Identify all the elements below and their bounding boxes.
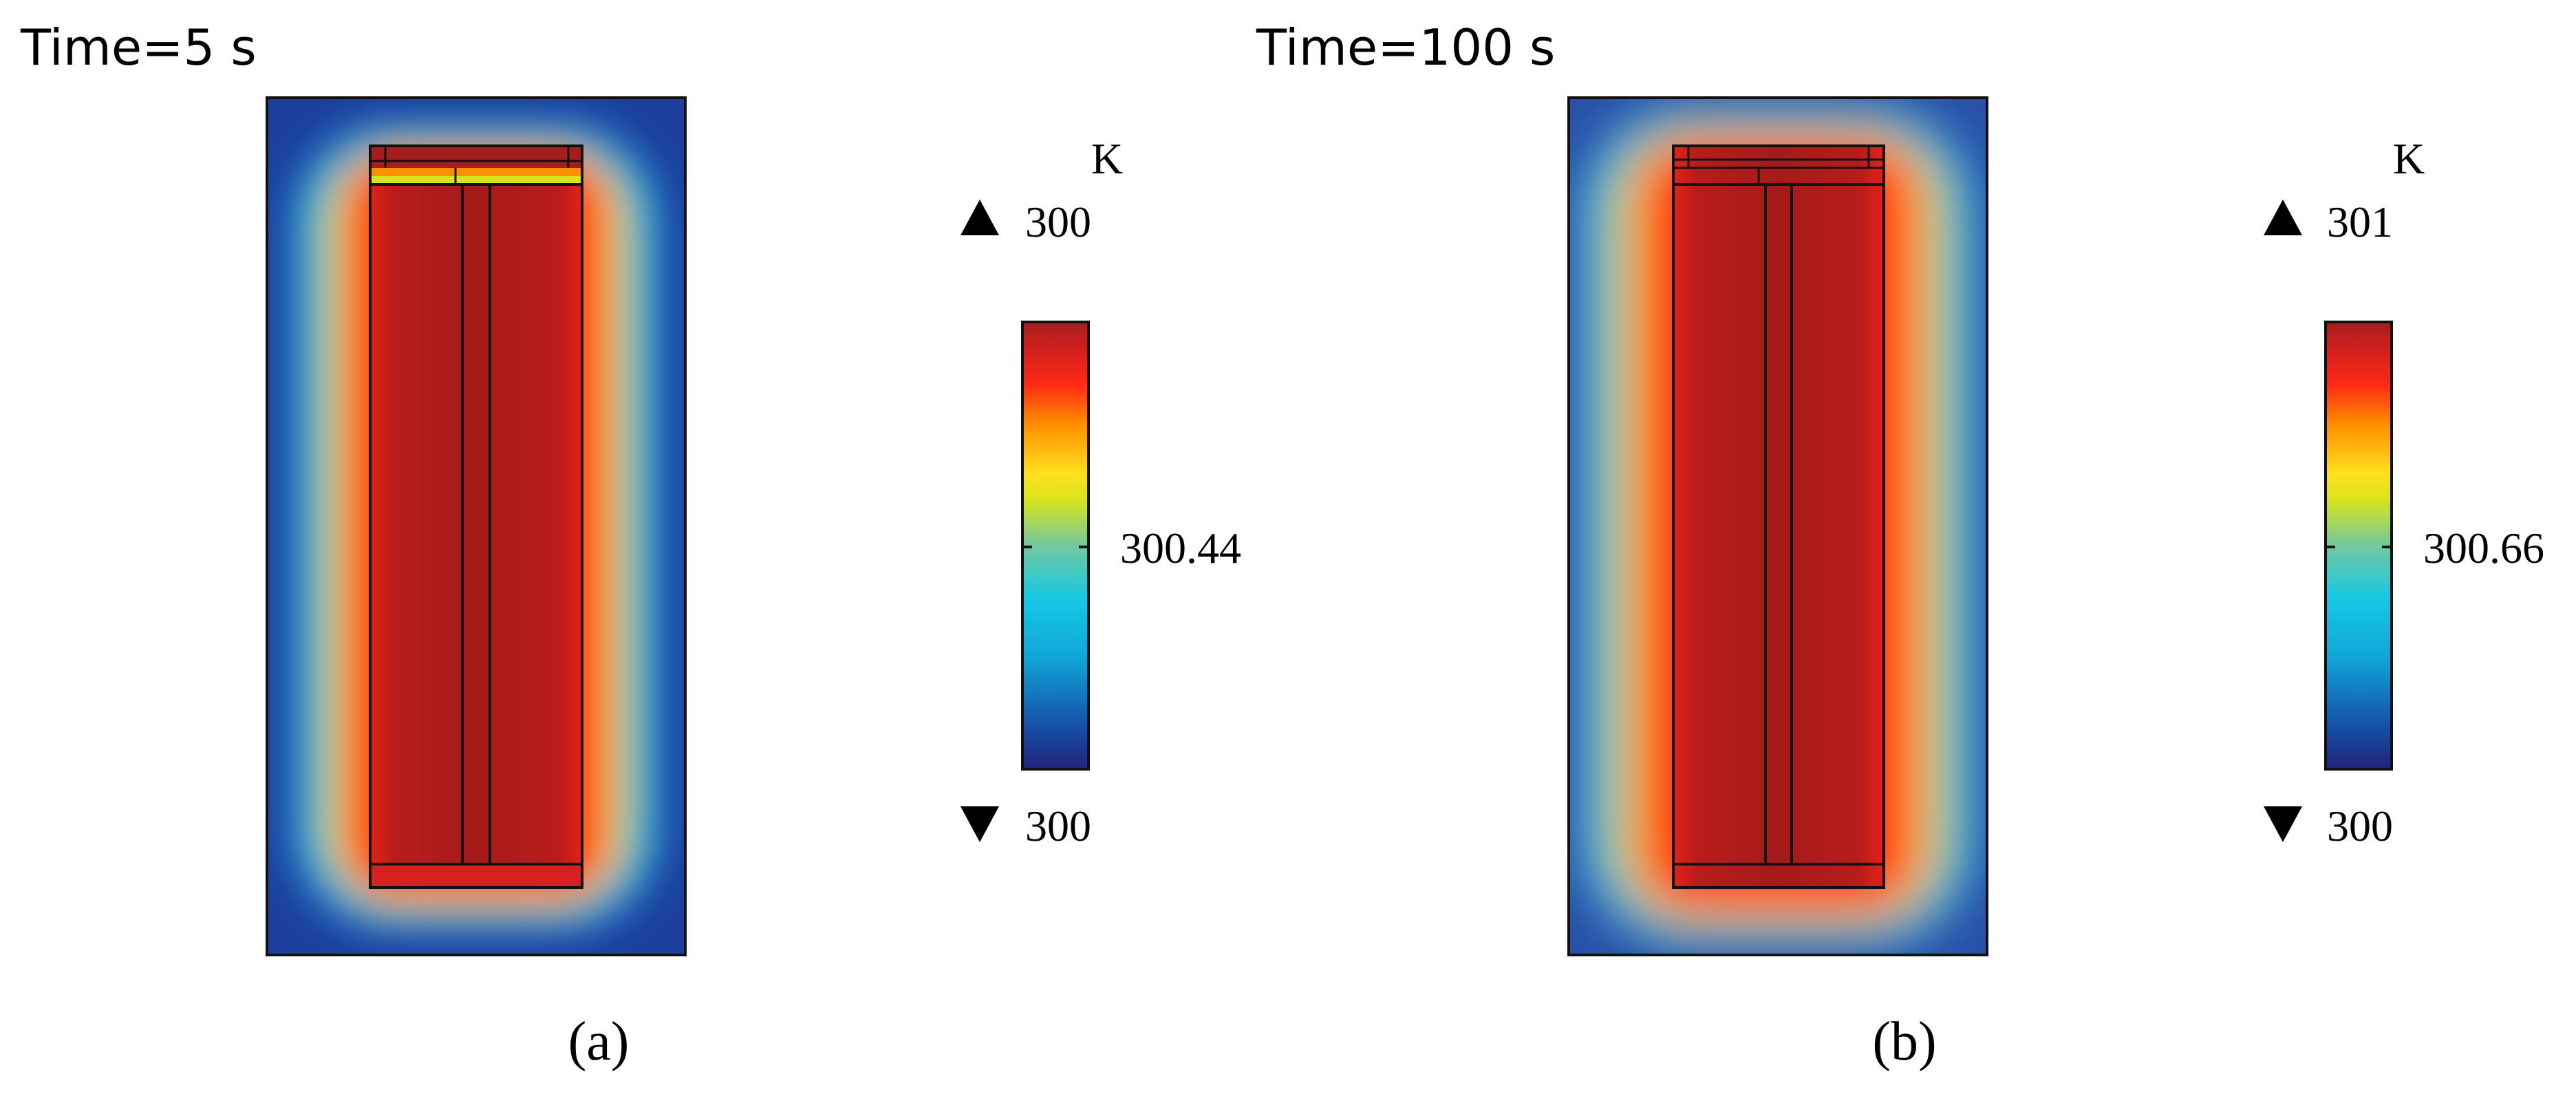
battery-cell-b (1672, 144, 1885, 889)
colorbar-max-a: 300 (1025, 197, 1091, 246)
colorbar-min-b: 300 (2327, 802, 2393, 850)
min-triangle-icon-b (2264, 806, 2302, 842)
caption-a: (a) (568, 1011, 630, 1072)
max-triangle-icon-a (960, 200, 999, 235)
colorbar-unit-b: K (2393, 134, 2425, 183)
colorbar-b: K 301 300.66 300 (2264, 134, 2544, 850)
colorbar-max-b: 301 (2327, 197, 2393, 246)
min-triangle-icon-a (960, 806, 999, 842)
max-triangle-icon-b (2264, 200, 2302, 235)
colorbar-a: K 300 300.44 300 (960, 134, 1241, 850)
caption-b: (b) (1872, 1011, 1936, 1072)
colorbar-min-a: 300 (1025, 802, 1091, 850)
colorbar-mid-b: 300.66 (2423, 524, 2544, 572)
colorbar-unit-a: K (1091, 134, 1123, 183)
time-label-a: Time=5 s (20, 19, 257, 76)
battery-cell-a (369, 144, 583, 889)
time-label-b: Time=100 s (1256, 19, 1555, 76)
colorbar-mid-a: 300.44 (1120, 524, 1241, 572)
